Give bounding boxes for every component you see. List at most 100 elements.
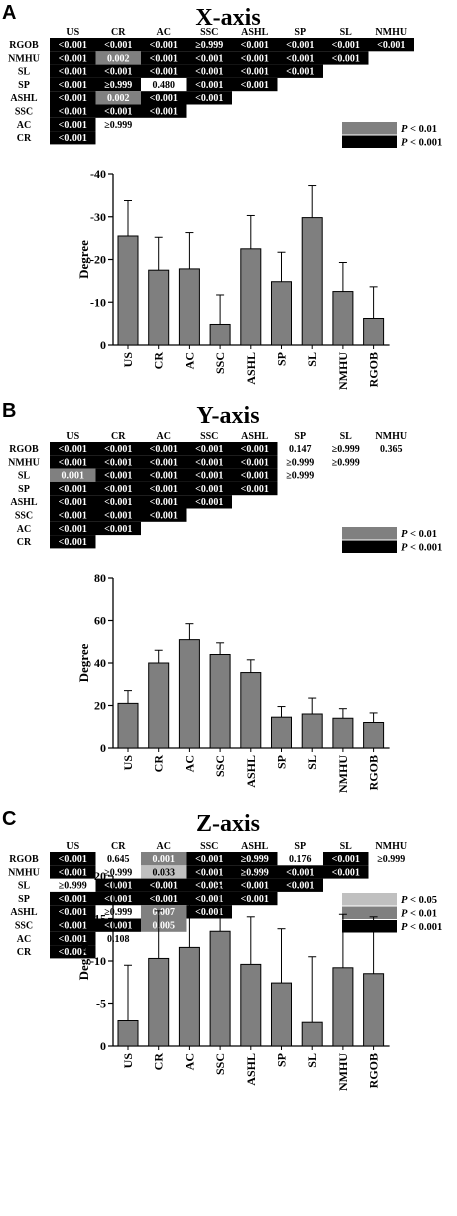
matrix-cell-value: <0.001 — [59, 537, 87, 548]
matrix-cell-value: <0.001 — [286, 40, 314, 51]
y-axis-label: Degree — [76, 941, 91, 980]
matrix-cell-bg — [50, 495, 96, 509]
bar-sl — [301, 713, 323, 749]
matrix-cell-value: <0.001 — [195, 457, 223, 468]
matrix-cell-value: <0.001 — [150, 444, 178, 455]
matrix-cell-bg — [141, 442, 187, 456]
x-tick-label: CR — [152, 1053, 166, 1071]
legend-label: P < 0.01 — [401, 529, 437, 540]
matrix-cell-bg — [50, 535, 96, 549]
matrix-cell-value: <0.001 — [332, 867, 360, 878]
y-tick-label: 20 — [94, 699, 106, 713]
matrix-cell-bg — [277, 64, 323, 78]
matrix-col-header: SSC — [200, 431, 218, 442]
matrix-cell-bg — [232, 51, 278, 65]
matrix-cell-bg — [186, 455, 232, 469]
bar-chart: 0 20 40 60 80 Degree US CR AC SSC ASHL SP SL NMHU RGOB — [76, 571, 390, 793]
matrix-cell-value: <0.001 — [59, 854, 87, 865]
matrix-cell-bg — [95, 521, 141, 536]
matrix-cell-value: <0.001 — [59, 524, 87, 535]
matrix-cell-value: ≥0.999 — [104, 80, 132, 91]
legend-swatch — [342, 906, 397, 919]
matrix-row-label: ASHL — [10, 907, 38, 918]
matrix-cell-value: <0.001 — [241, 881, 269, 892]
matrix-row-label: NMHU — [8, 457, 40, 468]
matrix-col-header: CR — [111, 841, 126, 852]
matrix-cell-value: 0.108 — [107, 934, 130, 945]
matrix-cell-value: <0.001 — [241, 471, 269, 482]
matrix-cell-bg — [141, 508, 187, 522]
matrix-cell-value: <0.001 — [59, 934, 87, 945]
matrix-cell-value: <0.001 — [104, 511, 132, 522]
matrix-cell-value: <0.001 — [59, 457, 87, 468]
matrix-cell-value: <0.001 — [104, 40, 132, 51]
matrix-col-header: AC — [157, 27, 171, 38]
bar-us — [117, 702, 139, 749]
matrix-cell-value: <0.001 — [286, 881, 314, 892]
matrix-cell-value: 0.645 — [107, 854, 130, 865]
x-tick-label: RGOB — [367, 755, 381, 790]
matrix-row-label: SP — [18, 894, 30, 905]
matrix-cell-bg — [50, 891, 96, 906]
matrix-col-header: SL — [340, 431, 353, 442]
matrix-cell-value: ≥0.999 — [286, 457, 314, 468]
matrix-cell-value: <0.001 — [195, 907, 223, 918]
matrix-cell-value: <0.001 — [104, 484, 132, 495]
matrix-cell-bg — [50, 508, 96, 522]
matrix-cell-value: <0.001 — [59, 120, 87, 131]
matrix-cell-value: ≥0.999 — [104, 867, 132, 878]
bar-ac — [178, 639, 200, 749]
matrix-cell-bg — [141, 455, 187, 469]
matrix-cell-bg — [141, 891, 187, 906]
matrix-col-header: NMHU — [375, 431, 407, 442]
matrix-cell-value: <0.001 — [150, 484, 178, 495]
matrix-cell-value: <0.001 — [195, 881, 223, 892]
matrix-cell-value: <0.001 — [104, 67, 132, 78]
matrix-cell-value: <0.001 — [150, 67, 178, 78]
matrix-cell-bg — [277, 865, 323, 879]
panel-title: Z-axis — [196, 811, 260, 837]
matrix-cell-value: <0.001 — [332, 854, 360, 865]
legend-label: P < 0.001 — [401, 138, 442, 149]
matrix-cell-value: <0.001 — [241, 53, 269, 64]
y-tick-label: -10 — [90, 295, 106, 309]
matrix-col-header: SSC — [200, 841, 218, 852]
matrix-col-header: CR — [111, 27, 126, 38]
matrix-row-label: AC — [17, 524, 31, 535]
matrix-cell-value: <0.001 — [286, 867, 314, 878]
matrix-cell-bg — [95, 77, 141, 92]
matrix-cell-value: ≥0.999 — [286, 471, 314, 482]
matrix-cell-bg — [186, 77, 232, 92]
matrix-cell-bg — [95, 442, 141, 456]
y-tick-label: 0 — [100, 1039, 106, 1053]
matrix-cell-bg — [323, 865, 369, 879]
matrix-cell-bg — [186, 38, 232, 52]
bar-ssc — [209, 930, 231, 1047]
x-tick-label: AC — [182, 755, 196, 772]
matrix-cell-value: ≥0.999 — [104, 120, 132, 131]
matrix-cell-bg — [50, 521, 96, 536]
matrix-cell-bg — [232, 77, 278, 92]
matrix-cell-value: 0.002 — [107, 93, 130, 104]
matrix-cell-value: <0.001 — [59, 867, 87, 878]
matrix-row-label: AC — [17, 934, 31, 945]
bar-rgob — [363, 722, 385, 749]
matrix-cell-value: <0.001 — [59, 497, 87, 508]
matrix-cell-bg — [186, 852, 232, 866]
bar-sl — [301, 217, 323, 346]
matrix-cell-bg — [232, 455, 278, 469]
matrix-cell-value: 0.001 — [153, 854, 176, 865]
matrix-cell-bg — [186, 891, 232, 906]
matrix-cell-bg — [277, 878, 323, 892]
matrix-cell-value: <0.001 — [332, 53, 360, 64]
matrix-cell-bg — [141, 852, 187, 866]
bar-ashl — [240, 672, 262, 749]
matrix-cell-value: <0.001 — [104, 444, 132, 455]
matrix-cell-value: 0.176 — [289, 854, 312, 865]
x-tick-label: SSC — [213, 352, 227, 374]
bar-ac — [178, 268, 200, 346]
matrix-cell-value: <0.001 — [195, 80, 223, 91]
matrix-cell-value: <0.001 — [59, 53, 87, 64]
matrix-cell-value: <0.001 — [195, 444, 223, 455]
legend-swatch — [342, 135, 397, 148]
